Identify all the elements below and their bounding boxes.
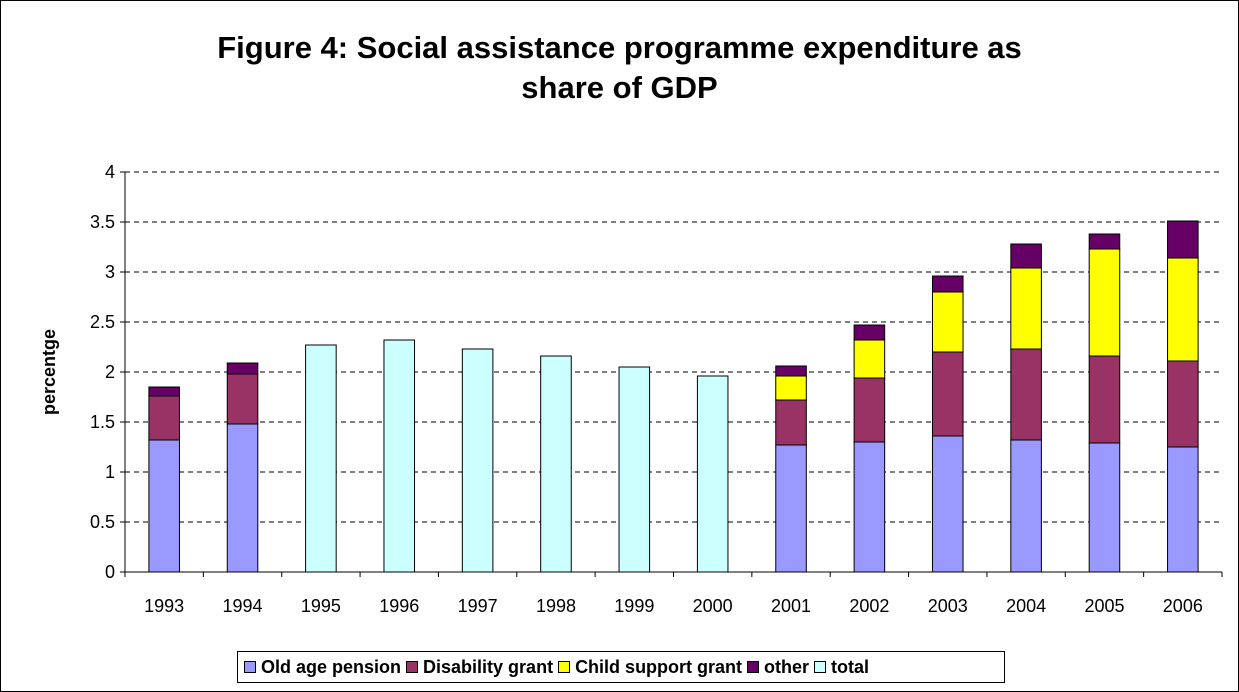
bar-disability-grant: [853, 377, 886, 443]
bar-other: [1010, 243, 1042, 269]
legend-swatch: [747, 661, 760, 673]
bar-old-age-pension: [775, 444, 807, 573]
bar-old-age-pension: [1088, 442, 1121, 573]
x-tick-label: 2005: [1084, 596, 1124, 616]
x-tick-label: 2002: [849, 596, 889, 616]
bar-other: [1088, 233, 1121, 250]
x-tick-label: 2006: [1163, 596, 1203, 616]
legend-item: total: [814, 657, 869, 678]
bar-disability-grant: [226, 373, 259, 425]
bar-old-age-pension: [226, 423, 259, 573]
chart-title: Figure 4: Social assistance programme ex…: [0, 28, 1239, 108]
bar-other: [1167, 220, 1199, 259]
bar-old-age-pension: [853, 441, 886, 573]
legend-item: Disability grant: [406, 657, 553, 678]
bar-other: [226, 362, 259, 375]
bar-total: [383, 339, 416, 573]
legend-label: Old age pension: [261, 656, 402, 677]
y-tick-label: 4: [105, 162, 115, 182]
bar-other: [931, 275, 964, 293]
chart-title-line-2: share of GDP: [521, 70, 718, 105]
bar-child-support-grant: [1088, 248, 1121, 357]
bar-child-support-grant: [775, 375, 807, 401]
legend-label: Child support grant: [575, 656, 743, 677]
bar-disability-grant: [1088, 355, 1121, 444]
y-tick-label: 3.5: [90, 212, 115, 232]
bar-other: [148, 386, 180, 397]
x-tick-label: 1999: [614, 596, 654, 616]
x-tick-label: 2004: [1006, 596, 1046, 616]
bar-total: [540, 355, 572, 573]
bar-child-support-grant: [1167, 257, 1199, 362]
bar-total: [305, 344, 337, 573]
bar-total: [461, 348, 494, 573]
bar-other: [775, 365, 807, 377]
bar-old-age-pension: [1167, 446, 1199, 573]
y-tick-label: 0.5: [90, 512, 115, 532]
bar-old-age-pension: [931, 435, 964, 573]
bar-child-support-grant: [931, 291, 964, 353]
x-tick-label: 1993: [144, 596, 184, 616]
legend-swatch: [558, 661, 571, 673]
bar-child-support-grant: [853, 339, 886, 379]
legend-swatch: [814, 661, 827, 673]
x-tick-label: 1995: [301, 596, 341, 616]
x-tick-label: 2003: [928, 596, 968, 616]
x-tick-label: 1996: [379, 596, 419, 616]
x-tick-label: 2000: [693, 596, 733, 616]
legend-item: other: [747, 657, 809, 678]
y-tick-label: 1.5: [90, 412, 115, 432]
legend-label: other: [764, 656, 810, 677]
bar-old-age-pension: [148, 439, 180, 573]
bar-other: [853, 324, 886, 341]
legend-label: Disability grant: [423, 656, 554, 677]
legend-swatch: [406, 661, 419, 673]
chart-legend: Old age pension Disability grant Child sup…: [237, 651, 1005, 683]
y-tick-label: 2.5: [90, 312, 115, 332]
bar-child-support-grant: [1010, 267, 1042, 350]
y-axis-label: percentge: [39, 329, 59, 415]
y-tick-label: 2: [105, 362, 115, 382]
bar-total: [618, 366, 651, 573]
x-tick-label: 1998: [536, 596, 576, 616]
bar-total: [696, 375, 729, 573]
x-tick-label: 2001: [771, 596, 811, 616]
y-tick-label: 1: [105, 462, 115, 482]
x-tick-label: 1994: [223, 596, 263, 616]
x-tick-label: 1997: [458, 596, 498, 616]
chart-title-line-1: Figure 4: Social assistance programme ex…: [217, 30, 1022, 65]
legend-swatch: [244, 661, 256, 673]
legend-item: Old age pension: [244, 657, 401, 678]
legend-item: Child support grant: [558, 657, 742, 678]
bar-disability-grant: [1167, 360, 1199, 448]
bar-disability-grant: [931, 351, 964, 437]
legend-label: total: [831, 656, 870, 677]
bar-old-age-pension: [1010, 439, 1042, 573]
bar-disability-grant: [775, 399, 807, 446]
y-tick-label: 0: [105, 562, 115, 582]
bar-disability-grant: [1010, 348, 1042, 441]
y-tick-label: 3: [105, 262, 115, 282]
bar-disability-grant: [148, 395, 180, 441]
